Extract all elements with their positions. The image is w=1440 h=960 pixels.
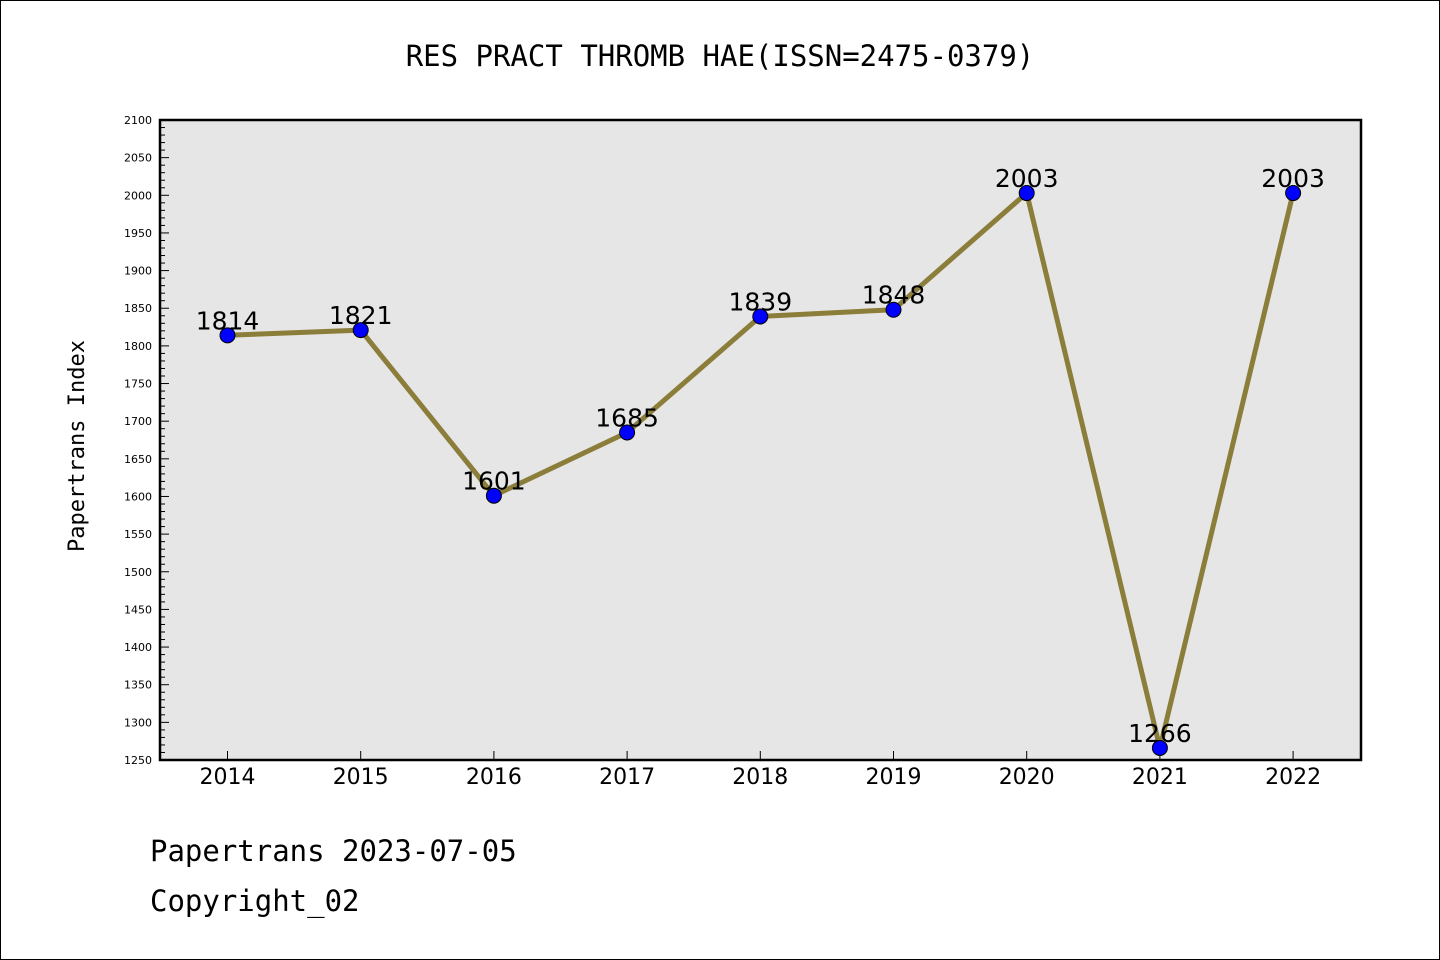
y-tick-label: 2050 — [124, 152, 152, 165]
data-label: 1685 — [595, 403, 659, 432]
series-group — [219, 185, 1302, 756]
x-tick-label: 2021 — [1132, 765, 1188, 790]
y-tick-label: 1750 — [124, 378, 152, 391]
y-tick-label: 1850 — [124, 302, 152, 315]
y-tick-label: 1800 — [124, 340, 152, 353]
chart-title: RES PRACT THROMB HAE(ISSN=2475-0379) — [406, 39, 1035, 73]
data-label: 2003 — [1261, 164, 1325, 193]
data-labels: 1814 1821 1601 1685 1839 1848 2003 1266 2003 — [196, 164, 1325, 748]
data-label: 1601 — [462, 467, 526, 496]
y-tick-label: 1400 — [124, 641, 152, 654]
y-tick-label: 2100 — [124, 114, 152, 127]
data-label: 1266 — [1128, 719, 1192, 748]
data-point — [619, 424, 636, 441]
x-tick-label: 2022 — [1265, 765, 1321, 790]
x-tick-label: 2019 — [866, 765, 922, 790]
data-point — [352, 322, 369, 339]
y-tick-label: 1350 — [124, 679, 152, 692]
x-tick-label: 2014 — [200, 765, 256, 790]
data-label: 2003 — [995, 164, 1059, 193]
y-tick-label: 1600 — [124, 490, 152, 503]
data-point — [1018, 185, 1035, 202]
data-label: 1848 — [862, 281, 926, 310]
data-label: 1839 — [728, 288, 792, 317]
plot-border — [158, 118, 1363, 762]
x-tick-label: 2020 — [999, 765, 1055, 790]
y-tick-label: 1500 — [124, 566, 152, 579]
plot-area — [160, 120, 1361, 760]
y-tick-label: 1550 — [124, 528, 152, 541]
data-point — [1285, 185, 1302, 202]
y-tick-label: 2000 — [124, 189, 152, 202]
y-tick-label: 1300 — [124, 716, 152, 729]
footer-date: Papertrans 2023-07-05 — [150, 834, 517, 868]
data-point — [1151, 739, 1168, 756]
footer-copyright: Copyright_02 — [150, 884, 360, 918]
data-label: 1814 — [196, 306, 260, 335]
data-point — [485, 487, 502, 504]
data-label: 1821 — [329, 301, 393, 330]
y-axis-label: Papertrans Index — [65, 340, 90, 552]
y-tick-label: 1950 — [124, 227, 152, 240]
y-tick-label: 1650 — [124, 453, 152, 466]
y-tick-label: 1700 — [124, 415, 152, 428]
y-tick-label: 1450 — [124, 603, 152, 616]
x-tick-label: 2018 — [732, 765, 788, 790]
axis-ticks: 1250 1300 1350 1400 1450 1500 1550 1600 1650 1700… — [124, 114, 1321, 790]
y-tick-label: 1250 — [124, 754, 152, 767]
y-tick-label: 1900 — [124, 265, 152, 278]
data-point — [752, 308, 769, 325]
x-tick-label: 2016 — [466, 765, 522, 790]
x-tick-label: 2017 — [599, 765, 655, 790]
x-tick-label: 2015 — [333, 765, 389, 790]
data-point — [885, 301, 902, 318]
data-point — [219, 327, 236, 344]
